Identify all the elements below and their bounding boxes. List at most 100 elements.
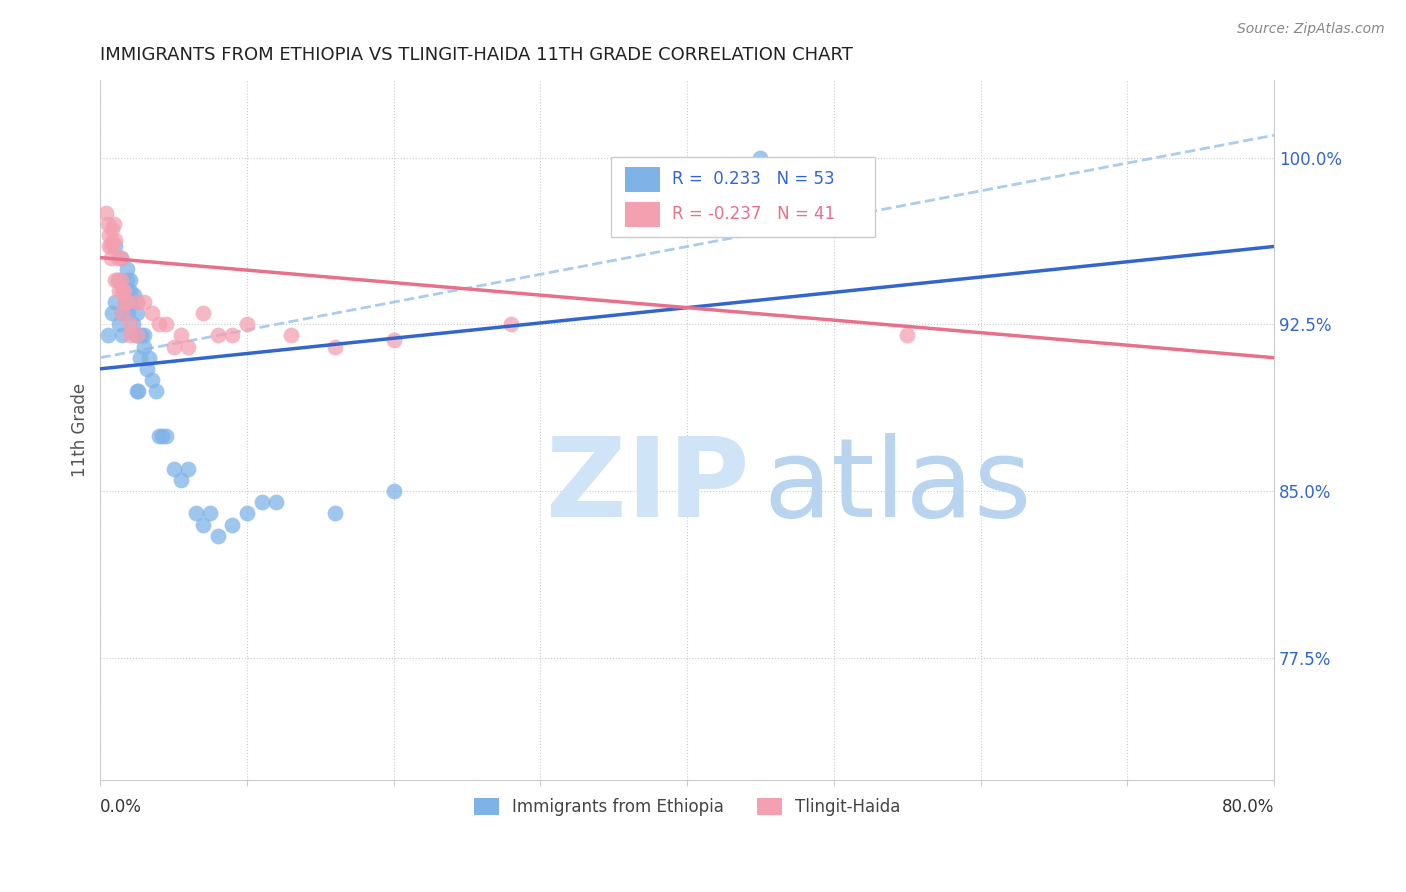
Point <box>96 206 118 220</box>
Point <box>124 328 146 343</box>
Point <box>191 306 214 320</box>
Point <box>896 328 918 343</box>
Point <box>134 295 156 310</box>
Point <box>110 273 132 287</box>
Point <box>120 295 142 310</box>
Point <box>98 228 121 243</box>
Point <box>155 318 177 332</box>
Point <box>111 328 134 343</box>
Point <box>266 495 288 509</box>
Point <box>136 361 159 376</box>
Point <box>108 318 131 332</box>
Point <box>108 284 131 298</box>
Point <box>148 428 170 442</box>
Point <box>114 295 136 310</box>
Point <box>221 517 243 532</box>
Point <box>118 318 141 332</box>
Legend: Immigrants from Ethiopia, Tlingit-Haida: Immigrants from Ethiopia, Tlingit-Haida <box>465 789 910 824</box>
Point <box>129 351 152 365</box>
Point <box>155 428 177 442</box>
Point <box>501 318 523 332</box>
Point <box>104 233 127 247</box>
FancyBboxPatch shape <box>610 157 875 237</box>
Point <box>118 284 141 298</box>
Point <box>148 318 170 332</box>
Point <box>101 306 124 320</box>
Bar <box>624 167 661 192</box>
Point <box>145 384 167 398</box>
Point <box>101 221 124 235</box>
Point <box>207 528 229 542</box>
Point <box>177 462 200 476</box>
Point <box>117 284 139 298</box>
Point <box>125 328 148 343</box>
Point <box>104 295 127 310</box>
Point <box>134 340 156 354</box>
Text: 0.0%: 0.0% <box>100 798 142 816</box>
Point <box>150 428 173 442</box>
Point <box>170 328 193 343</box>
Point <box>111 306 134 320</box>
Point <box>97 328 120 343</box>
Point <box>110 251 132 265</box>
Point <box>103 217 125 231</box>
Point <box>122 288 145 302</box>
Text: 80.0%: 80.0% <box>1222 798 1274 816</box>
Point <box>163 340 186 354</box>
Point <box>207 328 229 343</box>
Point <box>121 318 143 332</box>
Point <box>221 328 243 343</box>
Text: R = -0.237   N = 41: R = -0.237 N = 41 <box>672 205 835 223</box>
Point <box>200 507 222 521</box>
Point <box>100 239 122 253</box>
Point <box>111 284 134 298</box>
Point <box>115 295 138 310</box>
Point <box>115 295 138 310</box>
Point <box>107 273 129 287</box>
Point <box>118 295 141 310</box>
Point <box>114 295 136 310</box>
Point <box>104 239 127 253</box>
Point <box>138 351 160 365</box>
Point <box>191 517 214 532</box>
Point <box>184 507 207 521</box>
Point <box>382 333 405 347</box>
Text: ZIP: ZIP <box>547 433 749 540</box>
Point <box>115 273 138 287</box>
Point <box>323 507 346 521</box>
Point <box>125 295 148 310</box>
Point <box>100 251 122 265</box>
Point <box>125 295 148 310</box>
Point <box>382 484 405 499</box>
Point <box>280 328 302 343</box>
Text: R =  0.233   N = 53: R = 0.233 N = 53 <box>672 170 835 188</box>
Point <box>110 251 132 265</box>
Point <box>101 235 124 249</box>
Point <box>749 151 772 165</box>
Point <box>125 384 148 398</box>
Point <box>111 306 134 320</box>
Point <box>107 251 129 265</box>
Point <box>141 306 163 320</box>
Point <box>170 473 193 487</box>
Point <box>125 306 148 320</box>
Point <box>236 318 259 332</box>
Point <box>97 217 120 231</box>
Text: Source: ZipAtlas.com: Source: ZipAtlas.com <box>1237 22 1385 37</box>
Point <box>134 328 156 343</box>
Point <box>117 306 139 320</box>
Point <box>141 373 163 387</box>
Point <box>118 273 141 287</box>
Point <box>107 273 129 287</box>
Point <box>104 273 127 287</box>
Text: atlas: atlas <box>763 433 1032 540</box>
Point <box>250 495 273 509</box>
Point <box>118 328 141 343</box>
Point <box>131 328 153 343</box>
Point <box>98 239 121 253</box>
Point <box>112 284 135 298</box>
Point <box>236 507 259 521</box>
Point <box>323 340 346 354</box>
Point <box>125 328 148 343</box>
Text: IMMIGRANTS FROM ETHIOPIA VS TLINGIT-HAIDA 11TH GRADE CORRELATION CHART: IMMIGRANTS FROM ETHIOPIA VS TLINGIT-HAID… <box>100 46 853 64</box>
